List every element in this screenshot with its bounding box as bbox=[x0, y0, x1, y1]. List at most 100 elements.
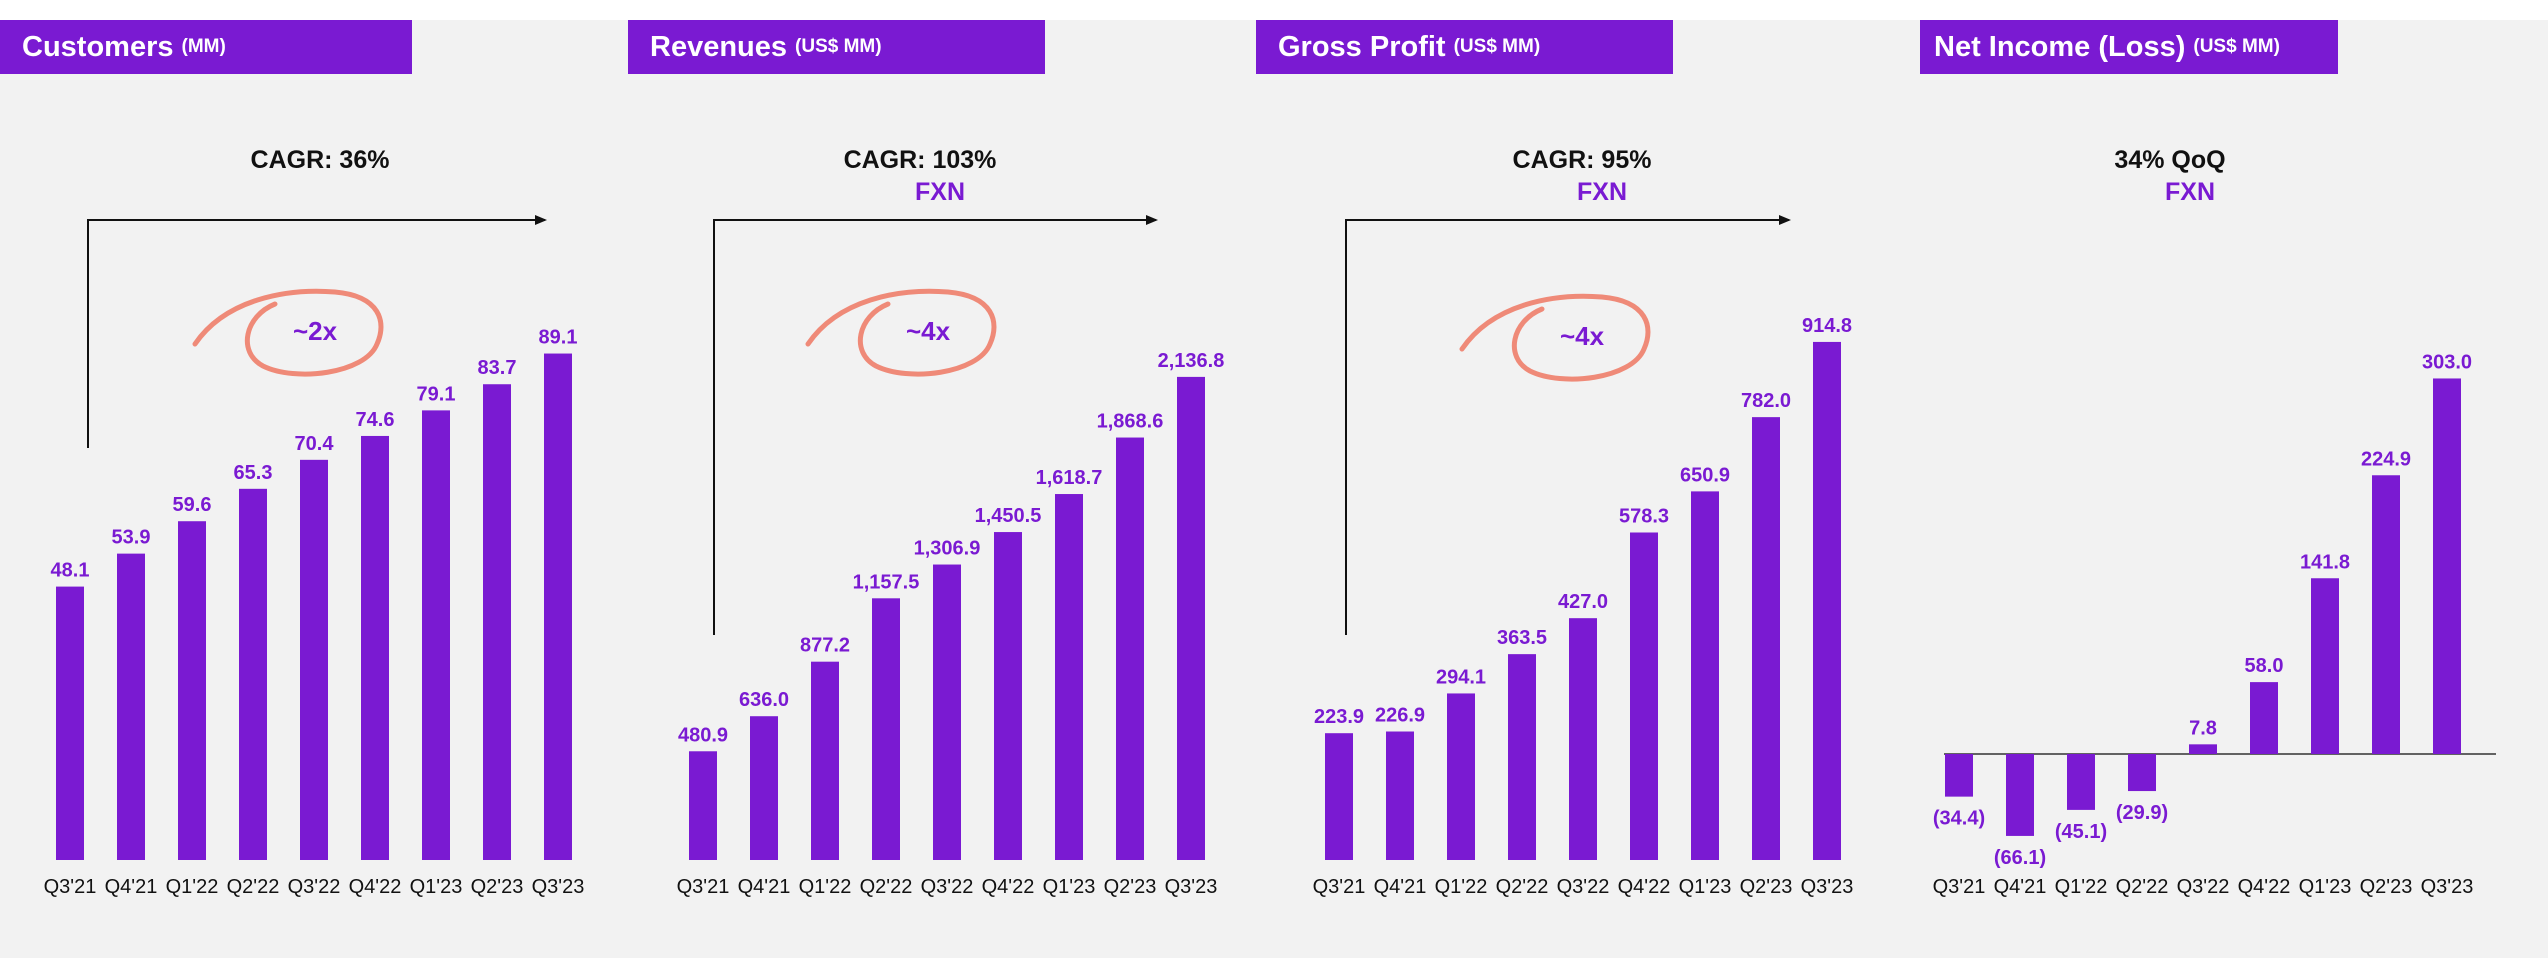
cagr-label: CAGR: 36% bbox=[251, 146, 390, 174]
x-tick-label: Q1'22 bbox=[166, 876, 219, 898]
customers-chart: CAGR: 36% ~2x 48.1 Q3'21 53.9 Q4'21 59.6 Q1'22 6… bbox=[44, 146, 585, 898]
customers-panel: Customers (MM) CAGR: 36% ~2x 48.1 Q3'21 53.9… bbox=[0, 20, 628, 958]
net-income-chart: 34% QoQ FXN (34.4) Q3'21 (66.1) Q4'21 (45.1) Q1… bbox=[1933, 146, 2496, 898]
x-tick-label: Q4'22 bbox=[349, 876, 402, 898]
value-label: 74.6 bbox=[356, 409, 395, 431]
bar-Q322 bbox=[300, 459, 328, 860]
bar-Q421 bbox=[2006, 754, 2034, 836]
growth-arrow bbox=[87, 215, 547, 448]
x-tick-label: Q1'22 bbox=[2055, 876, 2108, 898]
cagr-label: CAGR: 95% bbox=[1513, 146, 1652, 174]
panel-unit: (MM) bbox=[181, 36, 226, 57]
revenues-chart: CAGR: 103% FXN ~4x 480.9 Q3'21 636.0 Q4'21 877.… bbox=[677, 146, 1225, 898]
bar-Q122 bbox=[811, 661, 839, 860]
bar-Q223 bbox=[1116, 437, 1144, 860]
bar-Q421 bbox=[750, 716, 778, 860]
value-label: 2,136.8 bbox=[1158, 350, 1225, 372]
x-tick-label: Q3'23 bbox=[1165, 876, 1218, 898]
x-tick-label: Q3'21 bbox=[1313, 876, 1366, 898]
value-label: 1,306.9 bbox=[914, 538, 981, 560]
value-label: 427.0 bbox=[1558, 591, 1608, 613]
bar-Q222 bbox=[239, 488, 267, 860]
x-tick-label: Q2'23 bbox=[2360, 876, 2413, 898]
value-label: (29.9) bbox=[2116, 802, 2168, 824]
x-tick-label: Q3'23 bbox=[1801, 876, 1854, 898]
net-income-panel: Net Income (Loss) (US$ MM) 34% QoQ FXN (34… bbox=[1884, 20, 2512, 958]
bar-Q123 bbox=[1691, 491, 1719, 860]
value-label: 914.8 bbox=[1802, 315, 1852, 337]
panel-title: Net Income (Loss) bbox=[1934, 30, 2186, 63]
bar-Q323 bbox=[2433, 378, 2461, 754]
value-label: 877.2 bbox=[800, 635, 850, 657]
x-tick-label: Q1'22 bbox=[799, 876, 852, 898]
panel-unit: (US$ MM) bbox=[795, 36, 882, 57]
panel-header: Gross Profit (US$ MM) bbox=[1256, 20, 1673, 74]
gross-profit-panel: Gross Profit (US$ MM) CAGR: 95% FXN ~4x 223… bbox=[1256, 20, 1884, 958]
x-tick-label: Q4'22 bbox=[1618, 876, 1671, 898]
value-label: 782.0 bbox=[1741, 390, 1791, 412]
bar-Q322 bbox=[933, 564, 961, 860]
bar-Q122 bbox=[178, 521, 206, 860]
cagr-label: CAGR: 103% bbox=[844, 146, 997, 174]
x-tick-label: Q2'23 bbox=[1104, 876, 1157, 898]
bar-Q123 bbox=[2311, 578, 2339, 754]
x-tick-label: Q3'22 bbox=[921, 876, 974, 898]
x-tick-label: Q1'23 bbox=[410, 876, 463, 898]
value-label: (34.4) bbox=[1933, 808, 1985, 830]
fxn-label: FXN bbox=[1577, 178, 1627, 206]
bar-Q321 bbox=[1325, 733, 1353, 860]
bar-Q222 bbox=[872, 598, 900, 860]
x-tick-label: Q3'22 bbox=[288, 876, 341, 898]
bar-Q323 bbox=[1813, 341, 1841, 860]
value-label: 650.9 bbox=[1680, 464, 1730, 486]
x-tick-label: Q3'21 bbox=[44, 876, 97, 898]
revenues-panel: Revenues (US$ MM) CAGR: 103% FXN ~4x 480.9 Q… bbox=[628, 20, 1256, 958]
value-label: 83.7 bbox=[478, 357, 517, 379]
bar-Q222 bbox=[1508, 654, 1536, 860]
x-tick-label: Q2'23 bbox=[1740, 876, 1793, 898]
x-tick-label: Q4'21 bbox=[1374, 876, 1427, 898]
gross-profit-chart: CAGR: 95% FXN ~4x 223.9 Q3'21 226.9 Q4'21 294.1… bbox=[1313, 146, 1854, 898]
x-tick-label: Q2'22 bbox=[1496, 876, 1549, 898]
value-label: 48.1 bbox=[51, 560, 90, 582]
x-tick-label: Q2'22 bbox=[860, 876, 913, 898]
bar-Q322 bbox=[1569, 618, 1597, 860]
panel-header: Customers (MM) bbox=[0, 20, 412, 74]
panel-unit: (US$ MM) bbox=[2193, 36, 2280, 57]
value-label: 578.3 bbox=[1619, 505, 1669, 527]
bar-Q321 bbox=[689, 751, 717, 860]
x-tick-label: Q4'22 bbox=[982, 876, 1035, 898]
bar-Q422 bbox=[2250, 682, 2278, 754]
value-label: 59.6 bbox=[173, 494, 212, 516]
bar-Q421 bbox=[1386, 731, 1414, 860]
x-tick-label: Q4'21 bbox=[738, 876, 791, 898]
value-label: 1,157.5 bbox=[853, 571, 920, 593]
panel-title: Gross Profit bbox=[1278, 30, 1446, 63]
value-label: 58.0 bbox=[2245, 655, 2284, 677]
bar-Q223 bbox=[1752, 417, 1780, 860]
x-tick-label: Q2'23 bbox=[471, 876, 524, 898]
value-label: 224.9 bbox=[2361, 448, 2411, 470]
value-label: 636.0 bbox=[739, 689, 789, 711]
bar-Q223 bbox=[2372, 475, 2400, 754]
bar-Q321 bbox=[1945, 754, 1973, 797]
x-tick-label: Q2'22 bbox=[2116, 876, 2169, 898]
multiplier-label: ~4x bbox=[906, 316, 951, 346]
x-tick-label: Q1'22 bbox=[1435, 876, 1488, 898]
x-tick-label: Q1'23 bbox=[1043, 876, 1096, 898]
bar-Q323 bbox=[544, 353, 572, 860]
x-tick-label: Q4'21 bbox=[1994, 876, 2047, 898]
bar-Q123 bbox=[422, 410, 450, 860]
growth-arrow bbox=[1345, 215, 1791, 635]
panel-unit: (US$ MM) bbox=[1453, 36, 1541, 57]
x-tick-label: Q3'22 bbox=[1557, 876, 1610, 898]
x-tick-label: Q3'22 bbox=[2177, 876, 2230, 898]
bar-Q422 bbox=[361, 435, 389, 860]
multiplier-circle bbox=[805, 288, 997, 377]
x-tick-label: Q3'21 bbox=[1933, 876, 1986, 898]
value-label: 294.1 bbox=[1436, 666, 1486, 688]
value-label: (45.1) bbox=[2055, 821, 2107, 843]
bar-Q222 bbox=[2128, 754, 2156, 792]
value-label: 7.8 bbox=[2189, 717, 2217, 739]
value-label: 141.8 bbox=[2300, 551, 2350, 573]
